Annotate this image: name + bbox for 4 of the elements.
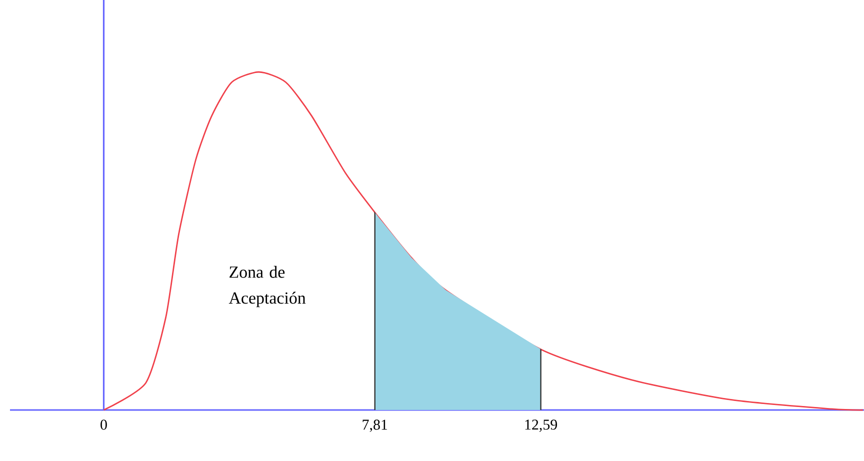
x-tick-label: 12,59	[525, 420, 558, 432]
x-tick-label: 0	[100, 420, 107, 430]
annotation: Zona de Aceptación	[228, 266, 306, 308]
x-tick-label: 7,81	[362, 420, 388, 432]
